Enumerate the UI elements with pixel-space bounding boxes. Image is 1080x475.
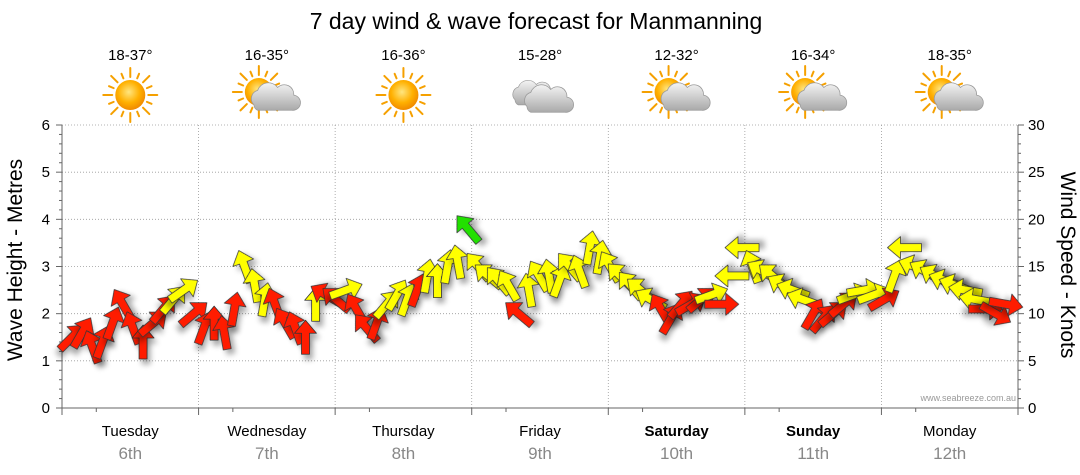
wind-arrow <box>948 278 984 301</box>
right-tick-label: 15 <box>1028 259 1045 276</box>
wind-arrow <box>988 293 1024 317</box>
day-temp: 15-28° <box>518 47 562 64</box>
wind-arrow <box>704 292 740 316</box>
right-tick-label: 10 <box>1028 306 1045 323</box>
day-name: Sunday <box>786 423 841 440</box>
left-tick-label: 0 <box>42 400 50 417</box>
day-date: 10th <box>660 444 693 463</box>
left-axis-label: Wave Height - Metres <box>4 159 27 361</box>
day-date: 9th <box>528 444 552 463</box>
right-tick-label: 30 <box>1028 117 1045 134</box>
wind-arrow <box>496 270 521 303</box>
right-tick-label: 25 <box>1028 164 1045 181</box>
wind-arrow <box>884 259 907 294</box>
day-name: Wednesday <box>227 423 306 440</box>
left-tick-label: 2 <box>42 306 50 323</box>
wind-arrow <box>714 264 750 288</box>
day-temp: 16-35° <box>245 47 289 64</box>
chart-grid <box>62 124 1018 408</box>
sunny-icon <box>375 67 432 123</box>
credit-text: www.seabreeze.com.au <box>919 393 1016 403</box>
partly-cloudy-icon <box>914 65 984 119</box>
left-tick-label: 4 <box>42 211 50 228</box>
wind-arrow <box>505 302 535 329</box>
left-tick-label: 5 <box>42 164 50 181</box>
day-labels: Tuesday 6th Wednesday 7th Thursday 8th Friday 9… <box>102 423 977 463</box>
cloudy-icon <box>512 79 574 113</box>
day-name: Thursday <box>372 423 435 440</box>
right-tick-label: 5 <box>1028 353 1036 370</box>
wind-arrow <box>776 277 811 301</box>
wind-arrow <box>294 319 317 355</box>
day-temp: 18-37° <box>108 47 152 64</box>
partly-cloudy-icon <box>231 65 301 119</box>
day-temp: 16-34° <box>791 47 835 64</box>
day-temp: 16-36° <box>381 47 425 64</box>
wind-arrow <box>549 264 572 299</box>
day-weather-header: 18-37° 16-35° 16-36° 15-28° 12-32° 16-34° 18-3… <box>102 47 984 123</box>
left-tick-label: 6 <box>42 117 50 134</box>
day-name: Monday <box>923 423 977 440</box>
sunny-icon <box>102 67 159 123</box>
day-name: Tuesday <box>102 423 159 440</box>
wind-arrow <box>167 278 198 304</box>
day-date: 8th <box>392 444 416 463</box>
day-name: Saturday <box>644 423 709 440</box>
chart-title: 7 day wind & wave forecast for Manmannin… <box>310 8 763 34</box>
chart-axes: 0 1 2 3 4 5 6 0 5 10 15 20 25 30 <box>42 117 1045 417</box>
wind-arrow <box>516 272 540 308</box>
day-date: 6th <box>118 444 142 463</box>
wind-arrow <box>887 236 922 260</box>
left-tick-label: 1 <box>42 353 50 370</box>
wind-arrow <box>131 324 155 360</box>
right-axis-label: Wind Speed - Knots <box>1056 172 1079 359</box>
wind-arrows <box>56 215 1024 365</box>
wind-arrow <box>223 291 247 327</box>
day-date: 11th <box>797 444 829 463</box>
day-name: Friday <box>519 423 561 440</box>
wind-arrow <box>867 287 900 312</box>
day-temp: 12-32° <box>654 47 698 64</box>
day-date: 12th <box>933 444 966 463</box>
day-date: 7th <box>255 444 279 463</box>
wind-arrow <box>724 236 760 260</box>
partly-cloudy-icon <box>641 65 711 119</box>
wind-arrow <box>456 215 483 245</box>
partly-cloudy-icon <box>778 65 848 119</box>
right-tick-label: 20 <box>1028 211 1045 228</box>
left-tick-label: 3 <box>42 259 50 276</box>
day-temp: 18-35° <box>928 47 972 64</box>
right-tick-label: 0 <box>1028 400 1036 417</box>
